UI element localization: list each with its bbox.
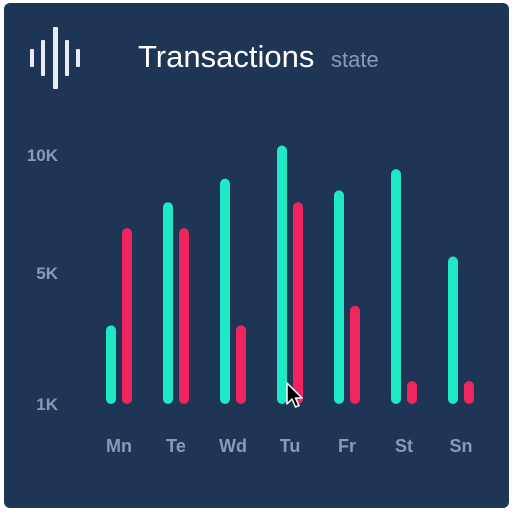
sound-wave-icon <box>30 27 86 91</box>
bar-series-b-te[interactable] <box>179 228 189 404</box>
bar-chart: 1K 5K 10K Mn Te Wd Tu Fr St Sn <box>27 145 474 456</box>
chart-title: Transactions <box>138 39 315 74</box>
bar-series-a-fr[interactable] <box>334 190 344 404</box>
bar-series-b-sn[interactable] <box>464 381 474 404</box>
x-tick-label: Mn <box>106 436 132 456</box>
bar-series-b-fr[interactable] <box>350 305 360 404</box>
transactions-card: Transactions state 1K 5K 10K Mn Te Wd Tu Fr St Sn <box>4 3 509 508</box>
mouse-pointer-icon <box>286 382 303 408</box>
chart-subtitle: state <box>331 47 379 72</box>
bar-series-a-sn[interactable] <box>448 256 458 404</box>
y-tick-label: 10K <box>27 146 59 165</box>
bar-series-a-st[interactable] <box>391 169 401 404</box>
bar-series-b-wd[interactable] <box>236 325 246 404</box>
x-tick-label: Tu <box>280 436 301 456</box>
x-tick-label: Fr <box>338 436 356 456</box>
x-tick-label: Sn <box>449 436 472 456</box>
bar-series-b-mn[interactable] <box>122 228 132 404</box>
bar-series-b-st[interactable] <box>407 381 417 404</box>
bar-series-a-mn[interactable] <box>106 325 116 404</box>
x-tick-label: St <box>395 436 413 456</box>
bar-series-a-wd[interactable] <box>220 178 230 404</box>
y-tick-label: 5K <box>36 264 58 283</box>
x-tick-label: Wd <box>219 436 247 456</box>
bar-series-a-tu[interactable] <box>277 145 287 404</box>
bar-series-b-tu[interactable] <box>293 202 303 404</box>
y-tick-label: 1K <box>36 395 58 414</box>
x-tick-label: Te <box>166 436 186 456</box>
bar-series-a-te[interactable] <box>163 202 173 404</box>
